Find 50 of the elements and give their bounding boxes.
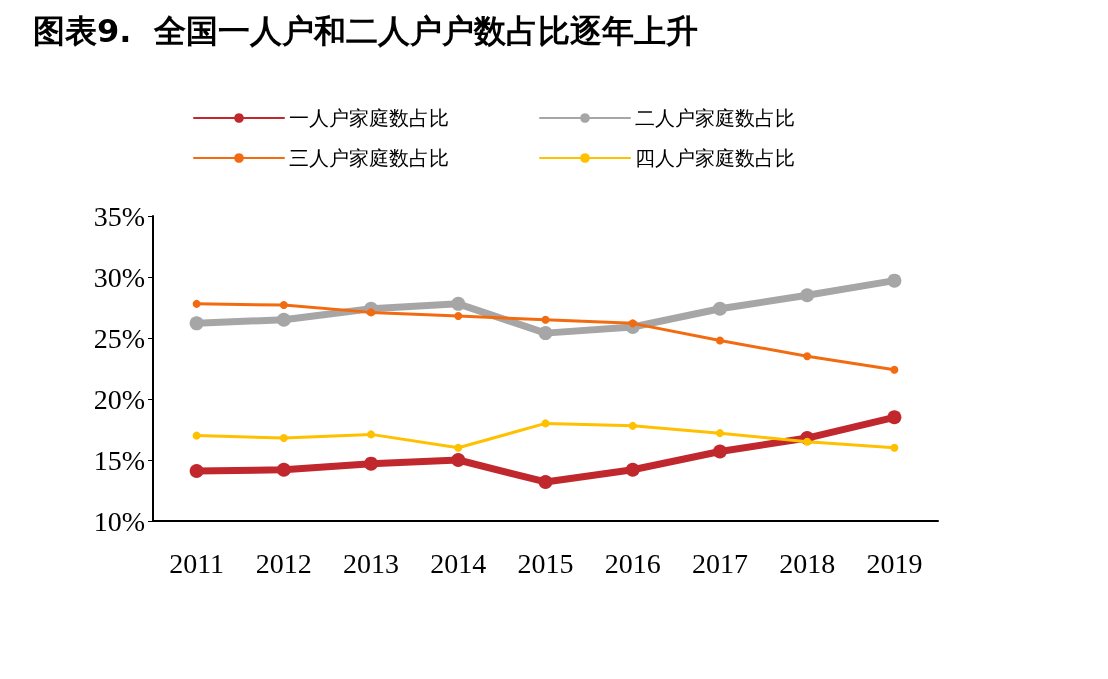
- x-tick-label: 2013: [343, 547, 400, 579]
- point: [628, 421, 637, 430]
- point: [715, 336, 724, 345]
- point: [625, 462, 640, 477]
- point: [541, 315, 550, 324]
- point: [189, 316, 204, 331]
- point: [541, 419, 550, 428]
- point: [279, 434, 288, 443]
- point: [192, 431, 201, 440]
- point: [276, 462, 291, 477]
- point: [887, 273, 902, 288]
- point: [189, 463, 204, 478]
- x-tick-label: 2015: [517, 547, 574, 579]
- point: [451, 453, 466, 467]
- point: [367, 430, 376, 439]
- point: [451, 296, 466, 311]
- point: [887, 410, 902, 425]
- point: [712, 301, 727, 316]
- x-tick-label: 2014: [430, 547, 487, 579]
- x-tick-label: 2011: [169, 547, 225, 579]
- y-tick-label: 35%: [93, 200, 145, 232]
- point: [890, 443, 899, 452]
- point: [712, 444, 727, 459]
- point: [890, 365, 899, 374]
- y-tick-label: 25%: [93, 322, 145, 354]
- legend-label: 三人户家庭数占比: [289, 147, 449, 169]
- point: [538, 474, 553, 489]
- x-tick-label: 2016: [604, 547, 661, 579]
- point: [800, 288, 815, 303]
- point: [364, 456, 379, 471]
- point: [454, 312, 463, 321]
- legend-label: 二人户家庭数占比: [635, 107, 795, 129]
- point: [715, 429, 724, 438]
- y-tick-label: 10%: [93, 505, 145, 537]
- y-tick-label: 20%: [93, 383, 145, 415]
- point: [803, 352, 812, 361]
- legend-label: 一人户家庭数占比: [289, 107, 449, 129]
- point: [454, 443, 463, 452]
- chart-title: 图表9. 全国一人户和二人户户数占比逐年上升: [33, 12, 698, 50]
- point: [279, 301, 288, 310]
- x-tick-label: 2019: [866, 547, 923, 579]
- legend-label: 四人户家庭数占比: [635, 147, 795, 169]
- x-tick-label: 2018: [779, 547, 836, 579]
- point: [276, 312, 291, 327]
- point: [192, 299, 201, 308]
- x-tick-label: 2012: [255, 547, 312, 579]
- y-tick-label: 15%: [93, 444, 145, 476]
- x-tick-label: 2017: [691, 547, 748, 579]
- y-tick-label: 30%: [93, 261, 145, 293]
- point: [538, 326, 553, 341]
